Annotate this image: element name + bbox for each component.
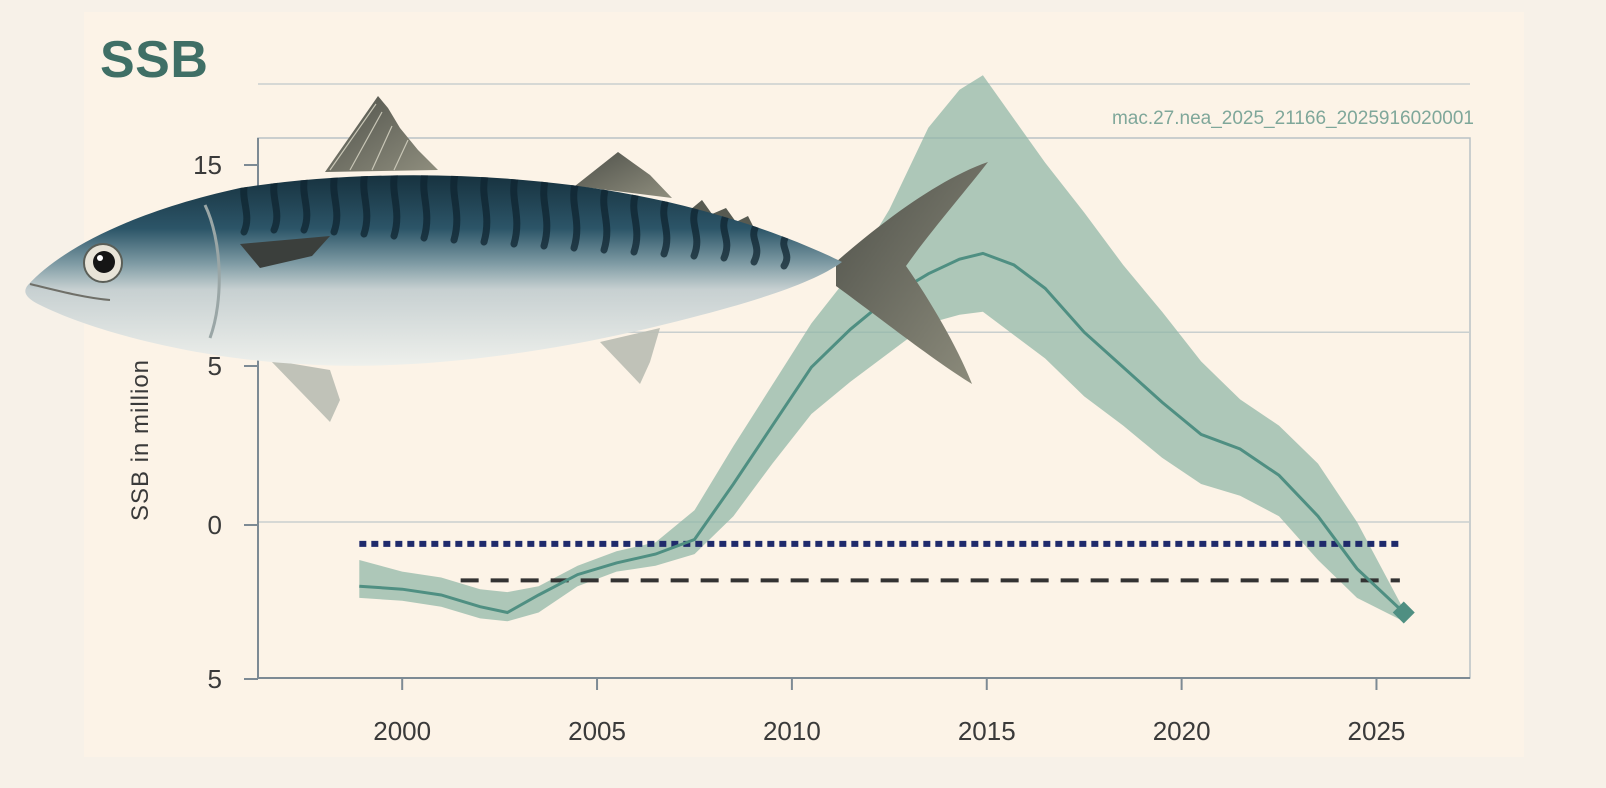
chart-title: SSB xyxy=(100,31,209,89)
end-marker xyxy=(1392,601,1415,624)
mackerel-fish-icon xyxy=(25,96,988,422)
y-tick-label-3: 5 xyxy=(208,664,222,694)
stock-code-label: mac.27.nea_2025_21166_2025916020001 xyxy=(1111,108,1474,129)
y-tick-label-2: 0 xyxy=(208,510,222,540)
x-tick-label-2020: 2020 xyxy=(1153,716,1211,746)
x-tick-label-2010: 2010 xyxy=(763,716,821,746)
uncertainty-band xyxy=(359,75,1404,622)
x-tick-label-2025: 2025 xyxy=(1348,716,1406,746)
x-tick-label-2000: 2000 xyxy=(373,716,431,746)
y-tick-label-0: 15 xyxy=(193,150,222,180)
axes: 2000 2005 2010 2015 2020 2025 15 5 0 5 xyxy=(193,138,1470,746)
x-tick-label-2015: 2015 xyxy=(958,716,1016,746)
x-tick-label-2005: 2005 xyxy=(568,716,626,746)
y-tick-label-1: 5 xyxy=(208,351,222,381)
y-axis-label-group: SSB in million xyxy=(127,359,154,521)
uncertainty-band-group xyxy=(359,75,1404,622)
y-axis-label: SSB in million xyxy=(127,359,154,521)
reference-lines xyxy=(359,540,1400,583)
